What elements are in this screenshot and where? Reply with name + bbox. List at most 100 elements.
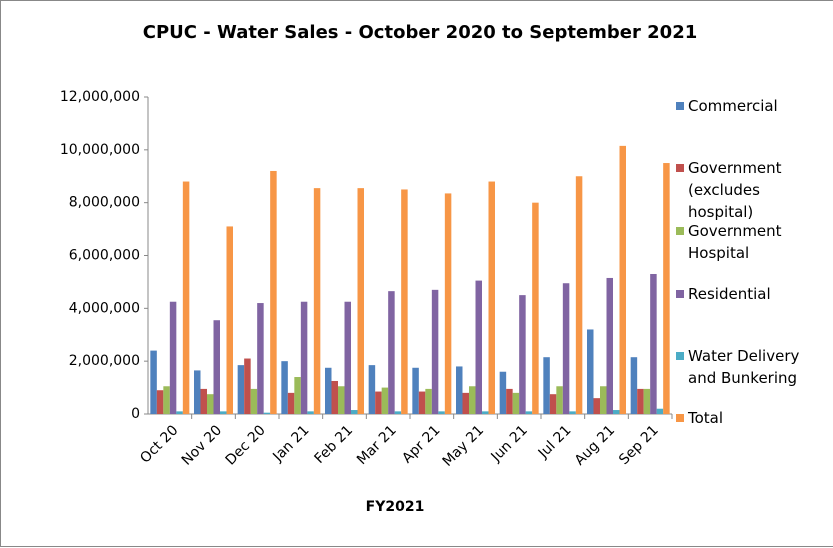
bar [438, 411, 445, 414]
bar [200, 388, 207, 414]
bar [556, 386, 563, 414]
bar [412, 367, 419, 414]
bar [313, 188, 321, 414]
bar [506, 388, 513, 414]
y-tick-label: 12,000,000 [60, 89, 140, 105]
bar [575, 176, 583, 414]
bar [388, 291, 395, 414]
bar [532, 202, 539, 414]
x-tick-label: Oct 20 [137, 422, 181, 466]
y-tick-label: 6,000,000 [69, 248, 140, 264]
legend-swatch [676, 414, 684, 422]
legend-swatch [676, 352, 684, 360]
bar [344, 301, 351, 414]
legend-item: Commercial [676, 95, 826, 117]
bar [656, 408, 664, 414]
bar [244, 358, 251, 414]
bar [182, 181, 190, 414]
legend-label: Water Delivery and Bunkering [688, 347, 800, 387]
x-tick-label: Dec 20 [223, 422, 269, 468]
bar [587, 329, 594, 414]
bar [593, 398, 600, 414]
bar [549, 394, 557, 414]
bar [462, 392, 469, 414]
bar [351, 410, 358, 414]
bar [543, 357, 550, 414]
legend-item: Water Delivery and Bunkering [676, 345, 826, 389]
bar [237, 365, 245, 414]
bar [338, 386, 345, 414]
legend-label: Total [688, 409, 724, 427]
bar [613, 410, 620, 414]
bar [401, 189, 408, 414]
legend-label: Government Hospital [688, 222, 782, 262]
legend-label: Commercial [688, 97, 778, 115]
bar [630, 357, 638, 414]
bar [375, 391, 382, 414]
bar [425, 388, 432, 414]
bar [368, 365, 376, 414]
bar [650, 273, 657, 414]
bar [431, 289, 439, 414]
legend-item: Government Hospital [676, 220, 826, 264]
bar [562, 283, 570, 414]
legend-swatch [676, 227, 684, 235]
bar [325, 367, 332, 414]
bar [482, 411, 489, 414]
bar [257, 303, 264, 414]
chart-title: CPUC - Water Sales - October 2020 to Sep… [143, 22, 698, 43]
bar [606, 277, 613, 414]
bar [381, 387, 389, 414]
legend-label: Residential [688, 285, 771, 303]
bar [600, 386, 607, 414]
y-tick-label: 4,000,000 [69, 300, 140, 316]
x-tick-label: Jan 21 [269, 422, 312, 465]
bar [169, 301, 177, 414]
bar [307, 411, 314, 414]
bar [220, 411, 227, 414]
bar [281, 361, 288, 414]
bar [226, 226, 233, 414]
bar [512, 392, 520, 414]
y-tick-label: 8,000,000 [69, 195, 140, 211]
bar [294, 377, 301, 414]
bar [287, 392, 295, 414]
x-tick-label: Jul 21 [535, 422, 575, 462]
bar [519, 295, 526, 414]
legend-swatch [676, 102, 684, 110]
bar [394, 411, 402, 414]
legend-item: Residential [676, 283, 826, 305]
bar [270, 170, 277, 414]
legend-swatch [676, 164, 684, 172]
x-tick-label: Mar 21 [354, 422, 400, 468]
bar [475, 280, 482, 414]
legend-swatch [676, 290, 684, 298]
bar [643, 388, 651, 414]
bar [444, 193, 452, 414]
bar [176, 411, 183, 414]
x-tick-label: Sep 21 [616, 422, 662, 468]
bar [456, 366, 463, 414]
bar [331, 380, 338, 414]
bar [207, 394, 214, 414]
bar [300, 301, 308, 414]
bar [499, 371, 507, 414]
bar [663, 163, 670, 414]
x-tick-label: Aug 21 [572, 422, 618, 468]
bar [569, 411, 576, 414]
bar [194, 370, 201, 414]
x-tick-label: Jun 21 [488, 422, 531, 465]
bar [163, 386, 170, 414]
x-tick-label: May 21 [440, 422, 488, 470]
legend-label: Government (excludes hospital) [688, 159, 782, 221]
bar [469, 386, 476, 414]
bar [263, 412, 271, 414]
bar [418, 391, 426, 414]
x-tick-label: Feb 21 [312, 422, 357, 467]
legend-item: Government (excludes hospital) [676, 157, 826, 223]
x-tick-label: Nov 20 [179, 422, 225, 468]
bar [619, 145, 626, 414]
bar [488, 181, 495, 414]
